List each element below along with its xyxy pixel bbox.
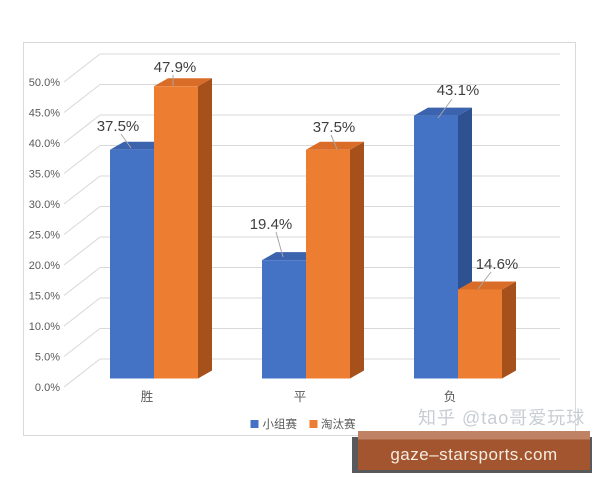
- grid-line-sidewall: [63, 236, 101, 266]
- legend-swatch-blue: [250, 420, 259, 428]
- grid-line-sidewall: [63, 267, 101, 296]
- bar-top-face: [110, 141, 168, 150]
- axis-tick-label: 35.0%: [29, 169, 60, 181]
- data-label-leader-line: [275, 231, 284, 258]
- legend-label: 淘汰赛: [321, 419, 356, 431]
- axis-tick-label: 25.0%: [29, 230, 60, 242]
- bar-top-face: [154, 78, 212, 87]
- axis-tick-label: 0.0%: [35, 382, 60, 394]
- axis-tick-label: 20.0%: [29, 260, 60, 272]
- legend-item-group-stage: 小组赛: [250, 416, 298, 432]
- bar-top-face: [306, 141, 364, 150]
- bar-side-face: [350, 141, 364, 379]
- bar-front-face: [414, 115, 458, 379]
- axis-tick-label: 30.0%: [29, 199, 60, 211]
- data-label-leader-line: [477, 271, 492, 290]
- axis-tick-label: 50.0%: [29, 77, 60, 89]
- grid-line-sidewall: [63, 175, 101, 205]
- grid-line-sidewall: [63, 53, 101, 83]
- bar-side-face: [502, 281, 516, 379]
- bar-front-face: [306, 149, 350, 379]
- grid-line-sidewall: [63, 206, 101, 235]
- legend-label: 小组赛: [262, 419, 298, 431]
- data-label-leader-line: [437, 98, 453, 119]
- axis-tick-label: 40.0%: [29, 138, 60, 150]
- grid-line-sidewall: [63, 297, 101, 327]
- site-banner: gaze–starsports.com: [358, 431, 590, 470]
- category-label: 胜: [141, 389, 154, 404]
- bar-front-face: [110, 149, 154, 379]
- grid-line-sidewall: [63, 145, 101, 174]
- data-label: 14.6%: [476, 256, 519, 273]
- bar-side-face: [198, 78, 212, 379]
- grid-line-sidewall: [63, 114, 101, 144]
- bar-front-face: [154, 86, 198, 379]
- chart-legend: 小组赛 淘汰赛: [250, 416, 356, 432]
- data-label: 19.4%: [250, 216, 293, 233]
- axis-tick-label: 15.0%: [29, 291, 60, 303]
- bar-top-face: [262, 252, 320, 261]
- axis-tick-label: 10.0%: [29, 321, 60, 333]
- bar-front-face: [458, 289, 502, 379]
- data-label: 37.5%: [313, 119, 356, 136]
- legend-swatch-orange: [309, 420, 317, 428]
- grid-line-sidewall: [63, 358, 101, 388]
- axis-tick-label: 5.0%: [35, 352, 60, 364]
- category-label: 负: [444, 390, 457, 404]
- bar-front-face: [262, 260, 306, 379]
- data-label: 43.1%: [437, 82, 480, 99]
- legend-item-knockout-stage: 淘汰赛: [309, 416, 356, 432]
- data-label-leader-line: [330, 134, 338, 150]
- data-label: 37.5%: [97, 118, 140, 135]
- grid-line-sidewall: [63, 328, 101, 357]
- zhihu-watermark: 知乎 @tao哥爱玩球: [418, 408, 586, 428]
- data-label: 47.9%: [154, 59, 197, 76]
- grid-line-sidewall: [63, 84, 101, 113]
- axis-tick-label: 45.0%: [29, 108, 60, 120]
- data-label-leader-line: [120, 133, 132, 149]
- category-label: 平: [294, 390, 307, 404]
- bar-top-face: [458, 281, 516, 290]
